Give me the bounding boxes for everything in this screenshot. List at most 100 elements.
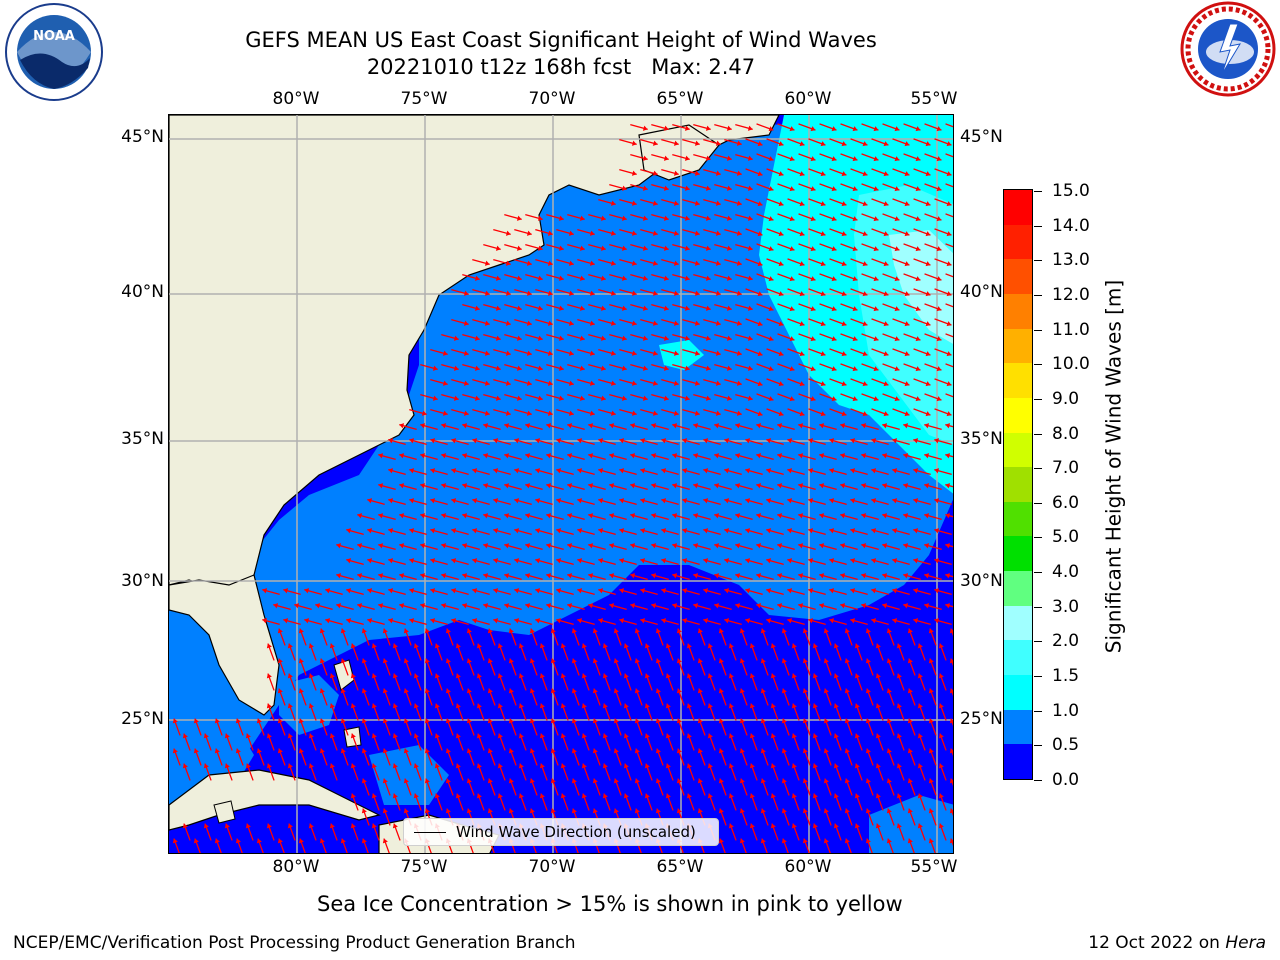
wave-arrow-head xyxy=(768,396,774,402)
wave-arrow-head xyxy=(592,778,598,784)
wave-arrow-head xyxy=(361,628,367,634)
wave-arrow-head xyxy=(757,411,763,417)
wave-arrow-head xyxy=(946,291,952,297)
wave-arrow-head xyxy=(631,380,637,386)
wave-arrow-head xyxy=(462,573,468,579)
wave-arrow-head xyxy=(810,186,816,192)
wave-arrow-head xyxy=(571,658,577,664)
wave-arrow-head xyxy=(728,763,734,769)
wave-arrow-head xyxy=(714,573,720,579)
wave-arrow-head xyxy=(547,320,553,326)
wave-arrow-head xyxy=(739,688,745,694)
wave-arrow-head xyxy=(903,423,909,429)
wave-arrow-head xyxy=(388,618,394,624)
wave-arrow-head xyxy=(819,543,825,549)
wave-arrow-head xyxy=(726,395,732,401)
wave-arrow-head xyxy=(634,748,640,754)
wave-arrow-head xyxy=(749,733,755,739)
wave-arrow-head xyxy=(768,156,774,162)
colorbar-label: 7.0 xyxy=(1052,458,1080,479)
wave-arrow-head xyxy=(925,411,931,417)
lon-tick-bottom: 70°W xyxy=(528,857,576,877)
wave-arrow-head xyxy=(474,395,480,401)
wave-arrow-head xyxy=(949,808,953,814)
wave-arrow-head xyxy=(875,673,881,679)
wave-arrow-head xyxy=(673,350,679,356)
wave-arrow-head xyxy=(634,688,640,694)
wave-arrow-head xyxy=(610,410,616,416)
wave-arrow-head xyxy=(308,643,314,649)
wave-arrow-head xyxy=(673,170,679,176)
wave-arrow-head xyxy=(610,230,616,236)
ocean-mid-patch xyxy=(209,730,254,780)
wave-arrow-head xyxy=(862,171,868,177)
wave-arrow-head xyxy=(831,366,837,372)
wave-arrow-head xyxy=(329,673,335,679)
wave-arrow-head xyxy=(949,658,953,664)
wave-arrow-head xyxy=(886,718,892,724)
colorbar-tick xyxy=(1034,641,1042,643)
wave-arrow-head xyxy=(833,763,839,769)
wave-arrow-head xyxy=(684,275,690,281)
wave-arrow-head xyxy=(182,733,188,739)
wave-arrow-head xyxy=(642,335,648,341)
wave-arrow-head xyxy=(526,230,532,236)
lat-tick-left: 45°N xyxy=(121,127,164,147)
wave-arrow-head xyxy=(882,483,888,489)
wave-arrow-head xyxy=(736,170,742,176)
wave-arrow-head xyxy=(609,543,615,549)
wave-arrow-head xyxy=(705,215,711,221)
wave-arrow-head xyxy=(850,528,856,534)
wave-arrow-head xyxy=(703,438,709,444)
lat-tick-right: 25°N xyxy=(960,709,1003,729)
wave-arrow-head xyxy=(694,380,700,386)
wave-arrow-head xyxy=(739,748,745,754)
wave-arrow-head xyxy=(946,381,952,387)
wave-arrow-head xyxy=(403,778,409,784)
wave-arrow-head xyxy=(413,703,419,709)
wave-arrow-head xyxy=(546,423,552,429)
wave-arrow-head xyxy=(287,733,293,739)
wave-arrow-head xyxy=(799,351,805,357)
wave-arrow-head xyxy=(760,718,766,724)
wave-arrow-head xyxy=(841,381,847,387)
wave-arrow-head xyxy=(802,628,808,634)
wave-arrow-head xyxy=(462,543,468,549)
wave-arrow-head xyxy=(589,230,595,236)
wave-arrow-head xyxy=(747,335,753,341)
wave-arrow-head xyxy=(871,618,877,624)
wave-arrow-head xyxy=(946,141,952,147)
colorbar-label: 1.0 xyxy=(1052,700,1080,721)
wave-arrow-head xyxy=(463,320,469,326)
wave-arrow-head xyxy=(621,305,627,311)
wave-arrow-head xyxy=(495,335,501,341)
wave-arrow-head xyxy=(453,395,459,401)
wave-arrow-head xyxy=(382,748,388,754)
wave-arrow-head xyxy=(791,673,797,679)
wave-arrow-head xyxy=(865,718,871,724)
wave-arrow-head xyxy=(651,513,657,519)
wave-arrow-head xyxy=(694,230,700,236)
wave-arrow-head xyxy=(715,200,721,206)
wave-arrow-head xyxy=(886,838,892,844)
wave-arrow-head xyxy=(577,498,583,504)
wave-arrow-head xyxy=(862,141,868,147)
wave-arrow-head xyxy=(361,658,367,664)
wave-arrow-head xyxy=(298,718,304,724)
wave-arrow-head xyxy=(581,703,587,709)
wave-arrow-head xyxy=(852,216,858,222)
wave-arrow-head xyxy=(707,673,713,679)
wave-arrow-head xyxy=(466,718,472,724)
wave-arrow-head xyxy=(455,673,461,679)
wave-arrow-head xyxy=(340,838,346,844)
wave-arrow-head xyxy=(640,528,646,534)
wave-arrow-head xyxy=(455,703,461,709)
wave-arrow-head xyxy=(823,658,829,664)
wave-arrow-head xyxy=(684,185,690,191)
wave-arrow-head xyxy=(896,643,902,649)
wave-arrow-head xyxy=(946,321,952,327)
wave-arrow-head xyxy=(298,748,304,754)
wave-arrow-head xyxy=(781,688,787,694)
wave-arrow-head xyxy=(346,558,352,564)
wave-arrow-head xyxy=(673,200,679,206)
